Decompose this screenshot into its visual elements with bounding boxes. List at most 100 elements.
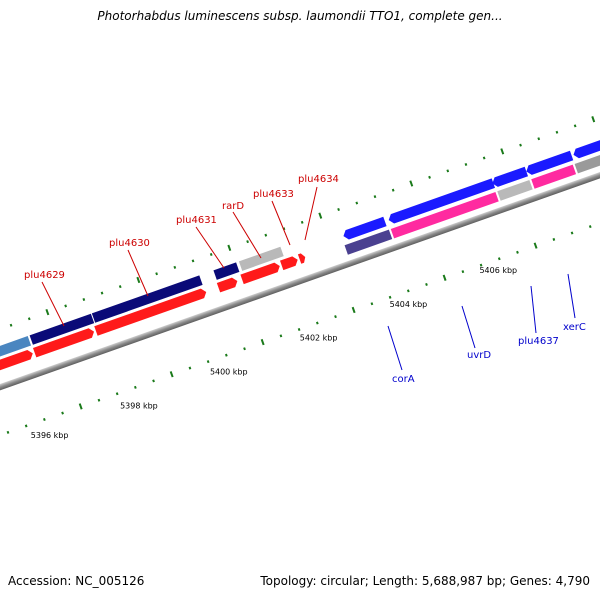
inner-scale-tick	[134, 385, 137, 389]
gene-label-rarD[interactable]: rarD	[222, 201, 244, 212]
forward-strand-genes	[0, 252, 307, 383]
feature-pink-xerC[interactable]	[531, 164, 577, 189]
leader-xerC	[567, 273, 576, 319]
inner-scale-tick	[315, 321, 319, 325]
reverse-label-leaders	[387, 273, 576, 371]
inner-scale-tick	[115, 392, 119, 396]
gene-label-uvrD[interactable]: uvrD	[467, 350, 491, 361]
outer-scale-tick	[209, 252, 213, 256]
genome-backbone	[0, 161, 600, 401]
feature-gray-plu4633[interactable]	[238, 246, 284, 271]
gene-label-plu4630[interactable]: plu4630	[109, 238, 150, 249]
gene-arrow-rarD[interactable]	[216, 276, 239, 293]
inner-scale-tick	[78, 403, 83, 410]
outer-scale-tick	[9, 323, 13, 327]
gene-label-plu4633[interactable]: plu4633	[253, 189, 294, 200]
gene-arrow-plu4634-b[interactable]	[297, 252, 307, 264]
gene-label-plu4637[interactable]: plu4637	[518, 336, 559, 347]
inner-scale-tick	[188, 366, 192, 370]
outer-scale-tick	[45, 308, 50, 316]
inner-scale-tick	[97, 398, 101, 402]
feature-navy-plu4630[interactable]	[91, 275, 203, 323]
leader-plu4630	[127, 249, 149, 297]
leader-plu4629	[41, 281, 65, 327]
feature-navy-plu4629[interactable]	[29, 313, 95, 345]
outer-scale-tick	[318, 212, 323, 219]
inner-scale-tick	[442, 274, 447, 281]
scale-label-5400: 5400 kbp	[210, 368, 248, 377]
scale-label-5402: 5402 kbp	[300, 334, 338, 343]
forward-strand-features	[0, 246, 284, 361]
inner-scale-tick	[516, 250, 519, 254]
outer-scale-tick	[500, 148, 505, 155]
forward-gene-labels: plu4629 plu4630 plu4631 rarD plu4633 plu…	[24, 174, 339, 281]
gene-arrow-uvrD[interactable]	[387, 178, 496, 224]
gene-arrow-plu4630[interactable]	[32, 327, 96, 358]
gene-label-plu4634[interactable]: plu4634	[298, 174, 339, 185]
inner-scale-tick	[24, 424, 28, 428]
reverse-gene-labels: corA uvrD plu4637 xerC	[392, 322, 586, 385]
gene-arrow-plu4633[interactable]	[240, 261, 281, 285]
outer-scale-tick	[27, 317, 31, 321]
gene-arrow-right[interactable]	[572, 133, 600, 159]
leader-plu4634	[304, 186, 318, 241]
outer-scale-tick	[191, 259, 195, 263]
inner-scale-tick	[351, 306, 356, 314]
inner-scale-tick	[61, 411, 64, 415]
outer-scale-tick	[173, 265, 177, 269]
outer-scale-ticks	[9, 116, 596, 327]
forward-label-leaders	[41, 186, 318, 327]
gene-arrow-plu4637[interactable]	[491, 166, 529, 188]
leader-plu4633	[271, 200, 291, 246]
inner-scale-tick	[370, 302, 374, 306]
outer-scale-tick	[537, 137, 541, 141]
outer-scale-tick	[409, 180, 414, 187]
outer-scale-tick	[555, 130, 559, 134]
inner-scale-tick	[206, 360, 210, 364]
inner-scale-tick	[533, 242, 538, 249]
gene-arrow-plu4631[interactable]	[94, 287, 208, 336]
inner-scale-tick	[334, 315, 337, 319]
genome-summary-text: Topology: circular; Length: 5,688,987 bp…	[260, 574, 590, 588]
gene-arrow-corA[interactable]	[342, 216, 387, 241]
feature-gray-plu4637[interactable]	[497, 179, 533, 201]
outer-scale-tick	[337, 207, 340, 211]
gene-label-plu4631[interactable]: plu4631	[176, 215, 217, 226]
gene-label-xerC[interactable]: xerC	[563, 322, 586, 333]
scale-label-5398: 5398 kbp	[120, 401, 158, 410]
outer-scale-tick	[155, 272, 158, 276]
scale-label-5404: 5404 kbp	[390, 300, 428, 309]
inner-scale-tick	[243, 347, 246, 351]
gene-arrow-xerC[interactable]	[525, 150, 574, 176]
inner-scale-ticks	[6, 225, 592, 434]
feature-steel[interactable]	[0, 336, 32, 361]
outer-scale-tick	[64, 304, 68, 308]
gene-arrow-plu4629[interactable]	[0, 349, 34, 383]
feature-gray-right[interactable]	[574, 146, 600, 174]
accession-text: Accession: NC_005126	[8, 574, 145, 588]
inner-scale-tick	[152, 379, 155, 383]
outer-scale-tick	[300, 220, 304, 224]
outer-scale-tick	[519, 143, 522, 147]
outer-scale-tick	[391, 188, 395, 192]
outer-scale-tick	[446, 169, 450, 173]
outer-scale-tick	[246, 240, 249, 244]
outer-scale-tick	[136, 276, 141, 284]
leader-uvrD	[461, 305, 476, 349]
inner-scale-tick	[479, 263, 483, 267]
outer-scale-tick	[82, 297, 86, 302]
inner-scale-tick	[497, 257, 501, 261]
outer-scale-tick	[591, 116, 596, 123]
inner-scale-tick	[388, 295, 392, 299]
feature-pink-uvrD[interactable]	[390, 191, 499, 239]
inner-scale-tick	[6, 430, 10, 434]
gene-arrow-plu4634-a[interactable]	[280, 255, 299, 271]
inner-scale-tick	[43, 417, 46, 422]
feature-navy-plu4631[interactable]	[213, 262, 240, 280]
gene-label-corA[interactable]: corA	[392, 374, 415, 385]
gene-label-plu4629[interactable]: plu4629	[24, 270, 65, 281]
feature-purple-corA[interactable]	[344, 229, 393, 255]
outer-scale-tick	[464, 162, 468, 166]
outer-scale-tick	[227, 244, 232, 251]
